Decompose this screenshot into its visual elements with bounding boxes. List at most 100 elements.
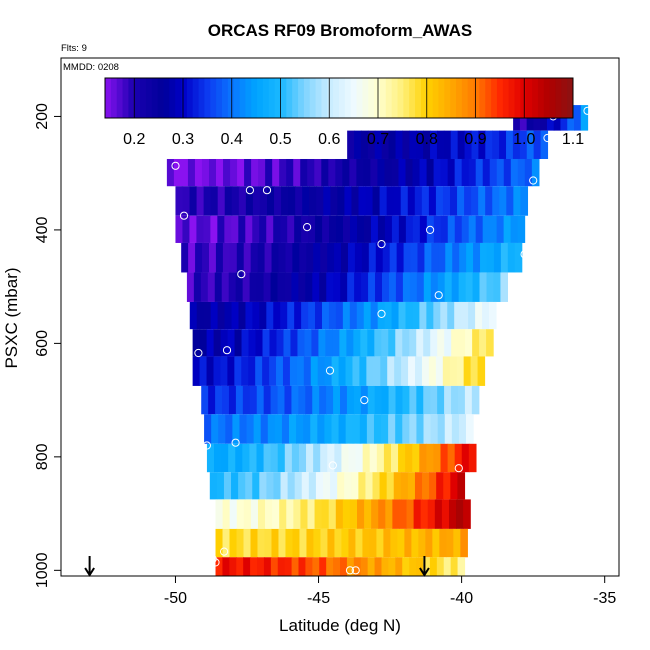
heatmap-cell — [423, 272, 432, 302]
colorbar-swatch — [274, 78, 281, 118]
sample-point — [360, 396, 369, 405]
colorbar-swatch — [327, 78, 334, 118]
heatmap-cell — [381, 272, 390, 302]
heatmap-cell — [327, 443, 335, 473]
heatmap-cell — [239, 414, 248, 444]
heatmap-cell — [398, 158, 407, 187]
heatmap-cell — [333, 557, 341, 576]
heatmap-cell — [456, 499, 464, 529]
heatmap-cell — [270, 272, 279, 302]
heatmap-cell — [471, 186, 479, 216]
heatmap-cell — [434, 499, 443, 529]
heatmap-cell — [403, 242, 412, 273]
colorbar-swatch — [502, 78, 510, 118]
heatmap-cell — [327, 242, 335, 273]
heatmap-cell — [383, 528, 391, 558]
heatmap-cell — [377, 301, 386, 330]
heatmap-cell — [472, 329, 480, 357]
heatmap-cell — [216, 158, 224, 187]
flights-annotation: Flts: 9 — [61, 43, 87, 54]
heatmap-cell — [540, 130, 549, 159]
heatmap-cell — [512, 130, 521, 159]
colorbar-swatch — [245, 78, 252, 118]
heatmap-cell — [333, 272, 341, 302]
heatmap-cell — [313, 528, 322, 558]
heatmap-cell — [201, 385, 209, 415]
heatmap-cell — [451, 414, 460, 444]
sample-point — [520, 250, 529, 259]
heatmap-cell — [316, 186, 324, 216]
heatmap-cell — [423, 414, 432, 444]
heatmap-cell — [187, 158, 196, 187]
heatmap-cell — [262, 356, 270, 386]
colorbar-swatch — [350, 78, 358, 118]
heatmap-cell — [211, 414, 219, 444]
heatmap-cell — [351, 186, 360, 216]
heatmap-cell — [373, 414, 382, 444]
heatmap-cell — [203, 215, 211, 243]
colorbar-swatch — [426, 78, 434, 118]
heatmap-cell — [334, 443, 343, 473]
heatmap-cell — [291, 443, 300, 473]
heatmap-cell — [271, 528, 280, 558]
heatmap-cell — [321, 158, 329, 187]
heatmap-cell — [252, 186, 261, 216]
heatmap-cell — [458, 414, 467, 444]
heatmap-cell — [338, 356, 347, 386]
heatmap-cell — [423, 385, 431, 415]
heatmap-cell — [302, 186, 310, 216]
heatmap-cell — [357, 499, 365, 529]
heatmap-cell — [362, 443, 371, 473]
heatmap-cell — [236, 528, 245, 558]
heatmap-cell — [234, 356, 242, 386]
heatmap-cell — [300, 158, 308, 187]
heatmap-cell — [269, 356, 277, 386]
heatmap-cell — [454, 301, 462, 330]
heatmap-cell — [407, 472, 416, 500]
heatmap-cell — [248, 329, 257, 357]
heatmap-cell — [486, 329, 494, 357]
heatmap-cell — [384, 215, 393, 243]
heatmap-cell — [409, 272, 418, 302]
heatmap-cell — [297, 329, 306, 357]
heatmap-cell — [492, 186, 500, 216]
heatmap-cell — [432, 528, 440, 558]
heatmap-cell — [503, 215, 512, 243]
heatmap-cell — [280, 215, 288, 243]
heatmap-cell — [510, 158, 519, 187]
heatmap-cell — [231, 215, 239, 243]
heatmap-cell — [273, 215, 281, 243]
heatmap-cell — [368, 242, 377, 273]
heatmap-cell — [374, 385, 383, 415]
colorbar-swatch — [151, 78, 159, 118]
heatmap-cell — [507, 242, 516, 273]
heatmap-cell — [301, 215, 309, 243]
heatmap-cell — [180, 158, 189, 187]
heatmap-cell — [287, 301, 295, 330]
heatmap-cell — [430, 329, 438, 357]
heatmap-cell — [213, 329, 222, 357]
heatmap-cell — [457, 472, 466, 500]
heatmap-cell — [408, 356, 416, 386]
heatmap-cell — [391, 301, 400, 330]
heatmap-cell — [412, 301, 421, 330]
heatmap-cell — [336, 215, 344, 243]
heatmap-cell — [436, 472, 444, 500]
heatmap-cell — [241, 356, 249, 386]
heatmap-cell — [461, 158, 470, 187]
colorbar-tick-label: 0.3 — [172, 131, 194, 148]
heatmap-cell — [210, 186, 219, 216]
heatmap-cell — [384, 301, 393, 330]
heatmap-cell — [513, 186, 521, 216]
heatmap-cell — [422, 557, 431, 576]
heatmap-cell — [426, 301, 434, 330]
colorbar-swatch — [134, 78, 141, 118]
heatmap-cell — [332, 329, 340, 357]
colorbar-tick-label: 0.7 — [367, 131, 389, 148]
heatmap-cell — [430, 130, 438, 159]
sample-point — [529, 176, 538, 185]
heatmap-cell — [326, 557, 334, 576]
heatmap-cell — [285, 242, 293, 273]
heatmap-cell — [367, 130, 376, 159]
colorbar-swatch — [339, 78, 346, 118]
